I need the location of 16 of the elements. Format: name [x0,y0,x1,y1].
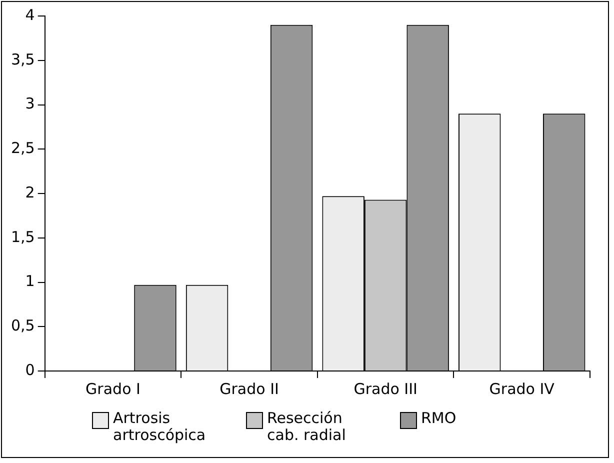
x-tick-label: Grado I [86,380,140,398]
y-tick-label: 2,5 [10,139,35,158]
y-tick-label: 1,5 [10,228,35,246]
legend-label: RMO [421,409,458,427]
x-tick-label: Grado II [220,380,279,398]
legend-label: Artrosis artroscópica [113,409,207,444]
y-tick-label: 0 [25,360,35,379]
x-tick-label: Grado IV [489,380,556,398]
y-tick-label: 0,5 [10,316,35,335]
y-tick-label: 3,5 [10,50,35,68]
y-tick-label: 1 [25,272,35,290]
x-tick-label: Grado III [354,380,418,398]
y-tick-label: 2 [25,183,35,202]
legend-label: Resección cab. radial [267,409,347,444]
y-tick-label: 3 [25,94,35,113]
y-tick-label: 4 [25,6,35,24]
